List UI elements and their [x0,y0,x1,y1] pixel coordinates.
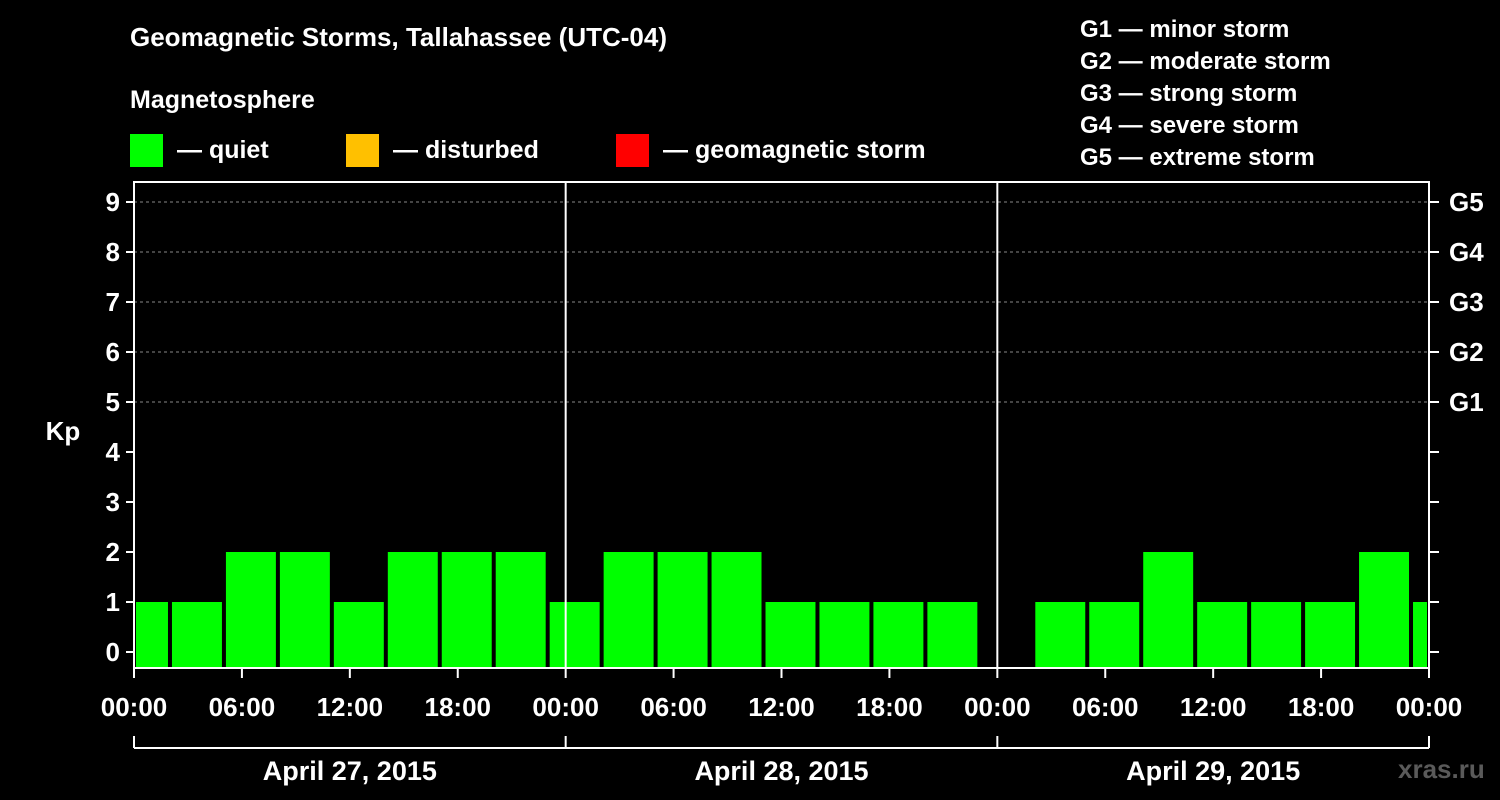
kp-bar-20 [1251,602,1302,668]
kp-bar-14 [873,602,924,668]
y-tick-label-9: 9 [106,187,120,217]
x-tick-label-7: 18:00 [856,692,923,722]
right-tick-label-g1: G1 [1449,387,1484,417]
x-tick-label-1: 06:00 [209,692,276,722]
y-tick-label-7: 7 [106,287,120,317]
kp-bar-3 [279,552,330,668]
kp-bar-17 [1089,602,1140,668]
chart-title: Geomagnetic Storms, Tallahassee (UTC-04) [130,22,668,52]
kp-bar-12 [765,602,816,668]
x-tick-label-11: 18:00 [1288,692,1355,722]
y-tick-label-2: 2 [106,537,120,567]
right-tick-label-g5: G5 [1449,187,1484,217]
legend-item-disturbed: — disturbed [346,133,539,167]
day-label-0: April 27, 2015 [263,756,437,786]
y-tick-label-1: 1 [106,587,120,617]
x-tick-label-3: 18:00 [425,692,492,722]
kp-bar-16 [1035,602,1086,668]
day-label-2: April 29, 2015 [1126,756,1300,786]
legend-item-quiet: — quiet [130,133,269,167]
kp-bar-15 [927,602,978,668]
kp-bar-6 [441,552,492,668]
legend-swatch-disturbed [346,133,379,167]
y-axis-label: Kp [46,416,81,446]
kp-bar-22 [1359,552,1410,668]
storm-scale-legend: G1 — minor storm G2 — moderate storm G3 … [1080,14,1331,174]
kp-bar-19 [1197,602,1248,668]
kp-bar-7 [495,552,546,668]
kp-bar-11 [711,552,762,668]
kp-bar-1 [171,602,222,668]
storm-scale-g4: G4 — severe storm [1080,112,1299,139]
legend-swatch-quiet [130,133,163,167]
x-tick-label-5: 06:00 [640,692,707,722]
legend-label-quiet: — quiet [177,135,269,164]
kp-bar-9 [603,552,654,668]
kp-bar-0 [136,602,168,668]
kp-bar-21 [1305,602,1356,668]
day-label-1: April 28, 2015 [694,756,868,786]
kp-bar-4 [333,602,384,668]
chart-subtitle: Magnetosphere [130,86,315,114]
storm-scale-g5: G5 — extreme storm [1080,144,1315,171]
storm-scale-g2: G2 — moderate storm [1080,48,1331,75]
y-tick-label-8: 8 [106,237,120,267]
kp-bar-5 [387,552,438,668]
kp-bar-2 [225,552,276,668]
kp-bar-10 [657,552,708,668]
storm-scale-g3: G3 — strong storm [1080,80,1298,107]
legend-label-storm: — geomagnetic storm [663,135,926,164]
watermark: xras.ru [1398,754,1485,784]
y-tick-label-0: 0 [106,637,120,667]
legend-item-storm: — geomagnetic storm [616,133,926,167]
x-tick-label-0: 00:00 [101,692,168,722]
y-tick-label-3: 3 [106,487,120,517]
x-tick-label-8: 00:00 [964,692,1031,722]
kp-bar-18 [1143,552,1194,668]
x-tick-label-6: 12:00 [748,692,815,722]
y-tick-label-6: 6 [106,337,120,367]
x-tick-label-12: 00:00 [1396,692,1463,722]
right-tick-label-g2: G2 [1449,337,1484,367]
legend-swatch-storm [616,133,649,167]
kp-bar-23 [1413,602,1427,668]
kp-bar-8 [549,602,600,668]
kp-bar-13 [819,602,870,668]
x-tick-label-9: 06:00 [1072,692,1139,722]
y-tick-label-5: 5 [106,387,120,417]
right-tick-label-g4: G4 [1449,237,1484,267]
storm-scale-g1: G1 — minor storm [1080,16,1290,43]
x-tick-label-4: 00:00 [532,692,599,722]
legend-label-disturbed: — disturbed [393,135,539,164]
x-tick-label-10: 12:00 [1180,692,1247,722]
y-tick-label-4: 4 [106,437,121,467]
right-tick-label-g3: G3 [1449,287,1484,317]
x-tick-label-2: 12:00 [317,692,384,722]
